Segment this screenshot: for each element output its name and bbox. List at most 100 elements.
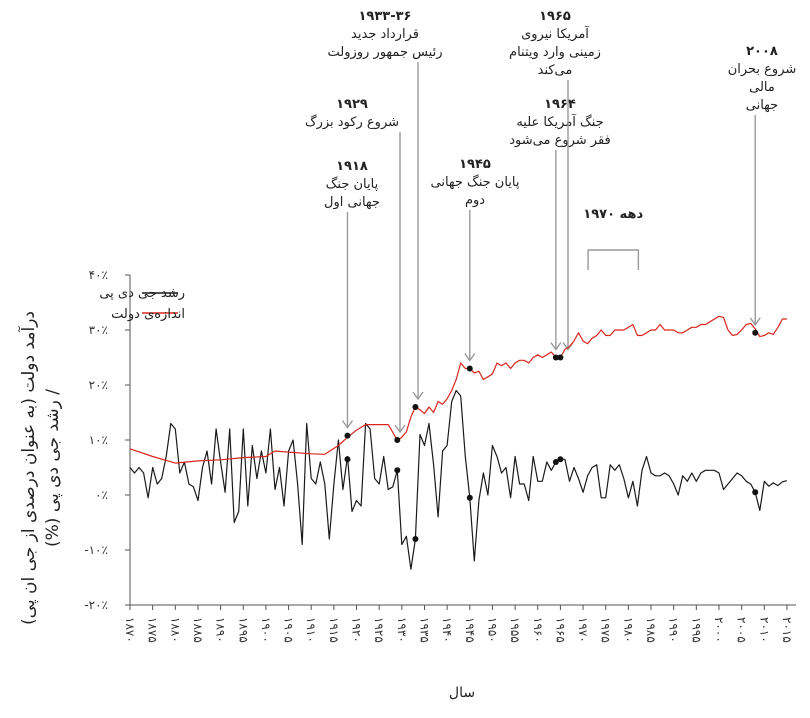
- decade-bracket: دهه ۱۹۷۰: [583, 207, 643, 270]
- y-axis-title-line2: / رشد جی دی پی (%): [43, 389, 63, 547]
- x-tick-label: ۱۹۸۰: [621, 617, 635, 643]
- series-layer: [129, 315, 788, 570]
- annotation-1933: ۱۹۳۳-۳۶ قرارداد جدید رئیس جمهور روزولت: [327, 9, 443, 401]
- x-tick-label: ۲۰۰۰: [712, 617, 726, 643]
- y-tick-label: ۱۰٪: [89, 433, 108, 447]
- axes-layer: ۴۰٪ ۳۰٪ ۲۰٪ ۱۰٪ ۰٪ -۱۰٪ -۲۰٪ ۱۸۷۰ ۱۸۷۵ ۱۸۸۰ ۱۸۸۵ ۱۸…: [84, 268, 796, 643]
- annotation-year-1964: ۱۹۶۴: [544, 97, 576, 112]
- x-tick-label: ۱۹۳۵: [417, 617, 431, 643]
- x-tick-label: ۱۹۶۰: [531, 617, 545, 643]
- legend-label-gdp: رشد جی دی پی: [99, 286, 185, 301]
- annotation-year-1929: ۱۹۲۹: [336, 97, 368, 112]
- x-tick-label: ۱۹۱۰: [304, 617, 318, 643]
- annotation-line-1945: دوم: [465, 193, 485, 208]
- marker-gdp-1965: [557, 456, 564, 463]
- x-tick-label: ۲۰۰۵: [735, 617, 749, 643]
- y-axis-title-line1: درآمد دولت (به عنوان درصدی از جی ان پی): [17, 311, 39, 625]
- annotation-1918: ۱۹۱۸ پایان جنگ جهانی اول: [324, 159, 380, 429]
- y-tick-label: -۲۰٪: [84, 598, 108, 612]
- x-tick-label: ۱۹۸۵: [644, 617, 658, 643]
- annotation-line-1918: پایان جنگ: [326, 176, 379, 192]
- annotation-arrowhead-1964: [550, 342, 562, 351]
- annotation-year-1933: ۱۹۳۳-۳۶: [358, 9, 411, 24]
- decade-bracket-line: [587, 249, 640, 270]
- annotation-line-1965: آمریکا نیروی: [521, 25, 590, 42]
- legend: رشد جی دی پی اندازه‌ی دولت: [99, 286, 185, 322]
- x-tick-label: ۱۸۸۵: [191, 617, 205, 643]
- y-tick-label: ۰٪: [95, 488, 108, 502]
- annotation-line-1964: فقر شروع می‌شود: [509, 133, 611, 148]
- marker-gov-1933: [412, 404, 419, 410]
- annotation-line-1964: جنگ آمریکا علیه: [516, 113, 603, 130]
- annotation-line-1929: شروع رکود بزرگ: [305, 113, 399, 130]
- marker-gov-1945: [466, 365, 473, 372]
- y-tick-label: ۴۰٪: [89, 268, 108, 282]
- annotation-line-1933: قرارداد جدید: [351, 27, 419, 42]
- x-tick-label: ۱۹۷۰: [576, 617, 590, 643]
- marker-gdp-1945: [466, 494, 473, 501]
- annotation-year-1945: ۱۹۴۵: [459, 157, 491, 172]
- annotation-2008: ۲۰۰۸ شروع بحران مالی جهانی: [728, 44, 797, 326]
- y-tick-label: ۳۰٪: [89, 323, 108, 337]
- x-tick-label: ۱۹۲۰: [350, 617, 364, 643]
- x-tick-label: ۱۹۲۵: [372, 617, 386, 643]
- annotation-line-2008: شروع بحران: [728, 62, 797, 77]
- marker-gdp-1964: [552, 459, 559, 465]
- x-tick-label: ۱۹۴۵: [463, 617, 477, 643]
- x-tick-label: ۲۰۱۵: [780, 617, 794, 643]
- x-tick-label: ۱۹۵۵: [508, 617, 522, 643]
- annotation-year-1918: ۱۹۱۸: [336, 159, 368, 174]
- y-tick-label: ۲۰٪: [89, 378, 108, 392]
- annotation-line-1965: زمینی وارد ویتنام: [509, 45, 601, 60]
- markers-layer: [344, 329, 759, 542]
- marker-gdp-1929: [394, 467, 401, 474]
- annotation-year-1965: ۱۹۶۵: [539, 9, 571, 24]
- x-tick-label: ۱۹۹۵: [689, 617, 703, 643]
- x-tick-label: ۱۹۶۵: [553, 617, 567, 643]
- y-tick-label: -۱۰٪: [84, 543, 108, 557]
- series-line-gdp: [129, 389, 788, 570]
- marker-gov-1964: [552, 354, 559, 361]
- annotation-line-1933: رئیس جمهور روزولت: [327, 45, 442, 60]
- x-tick-label: ۱۸۷۵: [146, 617, 160, 643]
- annotation-arrowhead-1933: [412, 391, 424, 401]
- annotation-1945: ۱۹۴۵ پایان جنگ جهانی دوم: [430, 157, 520, 362]
- x-axis-title: سال: [449, 685, 475, 701]
- x-tick-label: ۱۸۸۰: [168, 617, 182, 643]
- marker-gov-1965: [557, 354, 564, 361]
- marker-gdp-1933: [412, 536, 419, 542]
- annotation-year-2008: ۲۰۰۸: [746, 44, 778, 59]
- marker-gdp-2008: [752, 489, 759, 496]
- x-tick-label: ۱۹۰۰: [259, 617, 273, 643]
- annotation-arrowhead-2008: [749, 317, 761, 326]
- marker-gov-1929: [394, 437, 401, 443]
- decade-bracket-label: دهه ۱۹۷۰: [583, 207, 643, 222]
- y-axis-title: درآمد دولت (به عنوان درصدی از جی ان پی) …: [17, 311, 63, 625]
- x-tick-label: ۱۹۹۰: [667, 617, 681, 643]
- x-tick-label: ۱۹۴۰: [440, 617, 454, 643]
- x-tick-label: ۱۹۳۰: [395, 617, 409, 643]
- x-tick-label: ۱۸۹۰: [214, 617, 228, 643]
- marker-gov-2008: [752, 329, 759, 336]
- x-tick-label: ۱۹۰۵: [282, 617, 296, 643]
- annotation-line-2008: مالی: [749, 80, 775, 95]
- x-tick-label: ۱۹۵۰: [485, 617, 499, 643]
- annotation-arrowhead-1929: [394, 424, 406, 434]
- x-tick-label: ۱۹۱۵: [327, 617, 341, 643]
- annotation-line-1918: جهانی اول: [324, 195, 380, 210]
- marker-gdp-1918: [344, 456, 351, 463]
- x-tick-label: ۱۸۹۵: [236, 617, 250, 643]
- annotation-line-2008: جهانی: [746, 98, 778, 113]
- x-tick-label: ۱۹۷۵: [599, 617, 613, 643]
- x-tick-label: ۲۰۱۰: [757, 617, 771, 643]
- annotation-line-1945: پایان جنگ جهانی: [430, 174, 519, 190]
- annotation-arrowhead-1918: [341, 420, 354, 429]
- annotation-line-1965: می‌کند: [538, 63, 573, 78]
- annotation-arrowhead-1945: [464, 353, 476, 362]
- marker-gov-1918: [344, 432, 351, 439]
